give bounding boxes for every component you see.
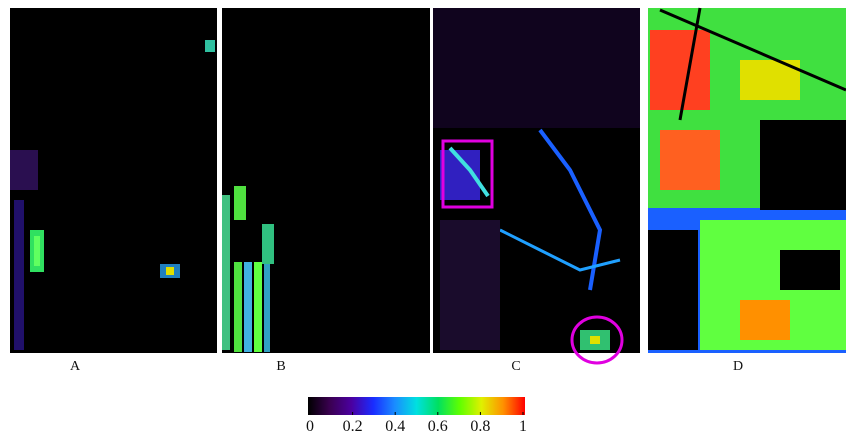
panel-label: D: [733, 359, 743, 374]
region: [264, 262, 270, 352]
panel-c: [433, 8, 640, 363]
panel-label: B: [276, 359, 285, 374]
region: [34, 236, 40, 266]
region: [262, 224, 274, 264]
region: [234, 186, 246, 220]
region: [10, 150, 38, 190]
region: [440, 220, 500, 350]
figure: A B C D 0 0.2 0.4 0.6 0.8 1: [0, 0, 846, 435]
region: [205, 40, 215, 52]
region: [234, 262, 242, 352]
panel-label: A: [70, 359, 81, 374]
colorbar-tick-label: 0.2: [343, 418, 363, 435]
region: [660, 130, 720, 190]
region: [740, 300, 790, 340]
colorbar-tick-label: 0.6: [428, 418, 448, 435]
panel-bg: [10, 8, 217, 353]
region: [648, 230, 698, 350]
region: [14, 200, 24, 350]
colorbar-tick-label: 1: [519, 418, 527, 435]
region: [780, 250, 840, 290]
panel-d: [648, 8, 846, 353]
panel-a: [10, 8, 217, 353]
colorbar-tick-label: 0: [306, 418, 314, 435]
panel-bg: [222, 8, 430, 353]
panel-b: [222, 8, 430, 353]
colorbar-tick-label: 0.8: [470, 418, 490, 435]
region: [244, 262, 252, 352]
region: [254, 262, 262, 352]
region: [590, 336, 600, 344]
panel-label: C: [511, 359, 520, 374]
colorbar-tick-label: 0.4: [385, 418, 405, 435]
region: [166, 267, 174, 275]
region: [650, 30, 710, 110]
colorbar: [308, 397, 525, 415]
region: [433, 8, 640, 128]
region: [760, 120, 846, 210]
region: [222, 195, 230, 350]
